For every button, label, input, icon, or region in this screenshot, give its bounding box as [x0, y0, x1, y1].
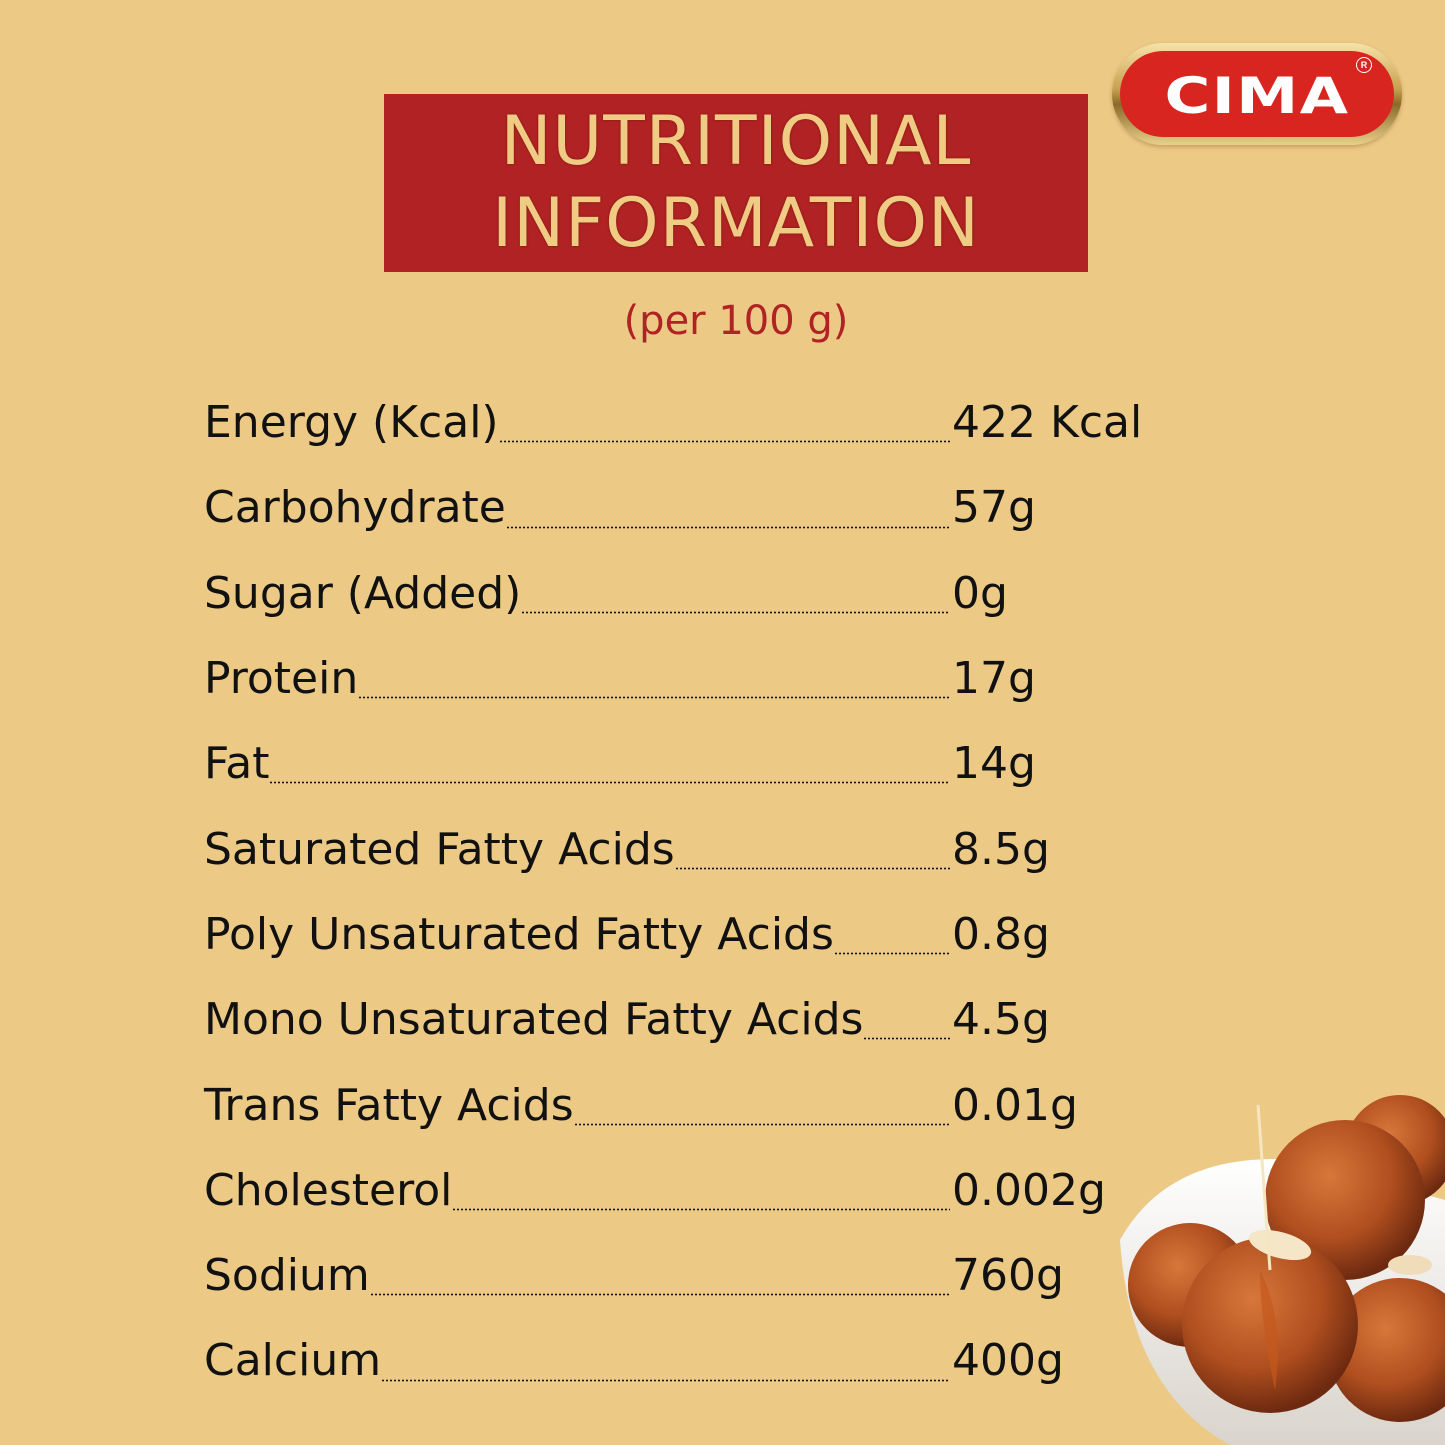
- nutrient-label: Carbohydrate: [204, 482, 506, 534]
- nutrient-label: Saturated Fatty Acids: [204, 823, 675, 875]
- nutrient-row: Energy (Kcal) 422 Kcal: [204, 380, 1204, 465]
- gulab-jamun-bowl-image: [1120, 1095, 1445, 1445]
- nutrient-value: 760g: [952, 1250, 1064, 1302]
- dot-leader: [358, 696, 951, 700]
- nutrient-value: 4.5g: [952, 994, 1050, 1046]
- nutrient-label: Sodium: [204, 1250, 370, 1302]
- dot-leader: [573, 1122, 950, 1126]
- nutrient-value: 0.002g: [952, 1164, 1106, 1216]
- dot-leader: [452, 1207, 951, 1211]
- nutrient-label: Energy (Kcal): [204, 397, 499, 449]
- brand-logo: CIMA R: [1112, 43, 1402, 145]
- title-banner: NUTRITIONAL INFORMATION: [384, 94, 1088, 272]
- nutrient-value: 400g: [952, 1335, 1064, 1387]
- nutrient-row: Fat 14g: [204, 721, 1204, 806]
- dot-leader: [498, 440, 950, 444]
- logo-badge: CIMA R: [1120, 51, 1394, 137]
- nutrient-label: Mono Unsaturated Fatty Acids: [204, 994, 864, 1046]
- nutrient-label: Protein: [204, 653, 359, 705]
- nutrient-row: Trans Fatty Acids 0.01g: [204, 1062, 1204, 1147]
- nutrient-row: Carbohydrate 57g: [204, 465, 1204, 550]
- nutrient-row: Saturated Fatty Acids 8.5g: [204, 806, 1204, 891]
- nutrient-label: Sugar (Added): [204, 567, 522, 619]
- dot-leader: [863, 1037, 951, 1041]
- nutrient-label: Cholesterol: [204, 1164, 453, 1216]
- nutrient-label: Calcium: [204, 1335, 382, 1387]
- nutrient-value: 57g: [952, 482, 1036, 534]
- page-title-line-1: NUTRITIONAL: [500, 102, 972, 181]
- serving-size: (per 100 g): [623, 298, 849, 344]
- brand-name: CIMA: [1164, 67, 1350, 125]
- page-title-line-2: INFORMATION: [492, 184, 980, 263]
- nutrient-label: Poly Unsaturated Fatty Acids: [204, 908, 834, 960]
- nutrient-value: 8.5g: [952, 823, 1050, 875]
- nutrient-row: Calcium 400g: [204, 1318, 1204, 1403]
- nutrient-row: Protein 17g: [204, 636, 1204, 721]
- dot-leader: [674, 866, 950, 870]
- nutrient-row: Sugar (Added) 0g: [204, 551, 1204, 636]
- nutrient-label: Trans Fatty Acids: [204, 1079, 574, 1131]
- nutrient-value: 422 Kcal: [952, 397, 1143, 449]
- dot-leader: [369, 1293, 950, 1297]
- dot-leader: [833, 952, 950, 956]
- nutrient-value: 0g: [952, 567, 1008, 619]
- nutrient-row: Mono Unsaturated Fatty Acids 4.5g: [204, 977, 1204, 1062]
- nutrient-value: 17g: [952, 653, 1036, 705]
- nutrient-row: Sodium 760g: [204, 1233, 1204, 1318]
- dot-leader: [521, 610, 951, 614]
- nutrient-label: Fat: [204, 738, 270, 790]
- nutrient-value: 14g: [952, 738, 1036, 790]
- dot-leader: [381, 1378, 951, 1382]
- nutrition-table: Energy (Kcal) 422 Kcal Carbohydrate 57g Su…: [204, 380, 1204, 1404]
- dot-leader: [269, 781, 951, 785]
- nutrient-row: Cholesterol 0.002g: [204, 1148, 1204, 1233]
- dot-leader: [505, 525, 950, 529]
- nutrient-value: 0.8g: [952, 908, 1050, 960]
- nutrient-row: Poly Unsaturated Fatty Acids 0.8g: [204, 892, 1204, 977]
- registered-trademark-icon: R: [1356, 57, 1372, 73]
- nutrient-value: 0.01g: [952, 1079, 1078, 1131]
